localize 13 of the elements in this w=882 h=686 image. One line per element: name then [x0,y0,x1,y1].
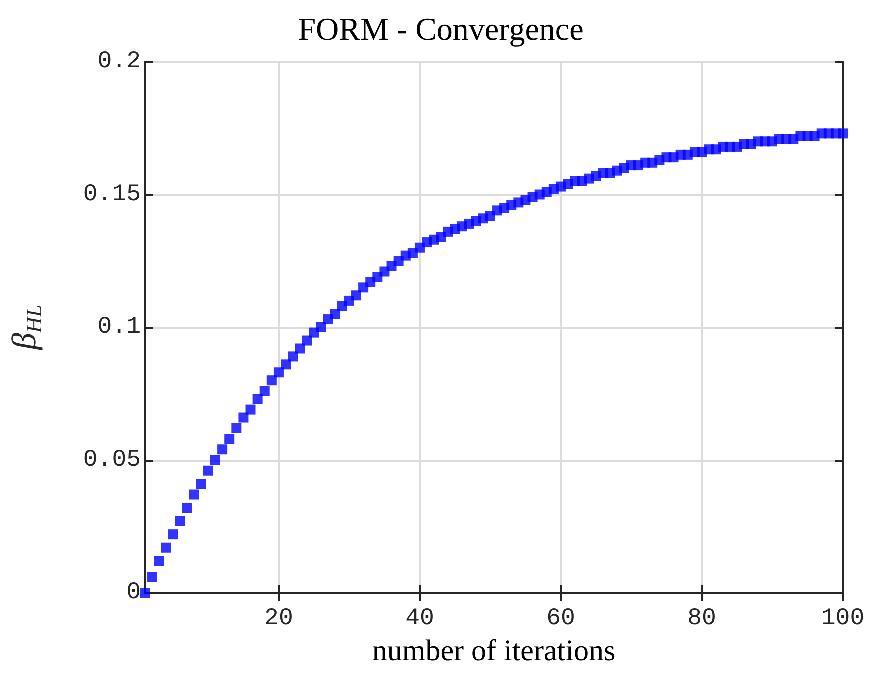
chart-title: FORM - Convergence [298,11,584,47]
x-tick-label: 60 [546,606,576,632]
y-tick-label: 0 [126,580,141,606]
y-tick-label: 0.1 [98,314,141,341]
x-tick-label: 100 [821,606,865,632]
x-tick-label: 40 [406,606,434,632]
y-tick-label: 0.15 [83,181,141,208]
y-tick-label: 0.2 [98,48,141,76]
x-tick-label: 80 [688,606,716,632]
y-tick-label: 0.05 [83,446,141,474]
x-axis-title: number of iterations [372,634,616,668]
y-axis-title: βHL [6,304,46,352]
x-tick-label: 20 [264,606,294,632]
